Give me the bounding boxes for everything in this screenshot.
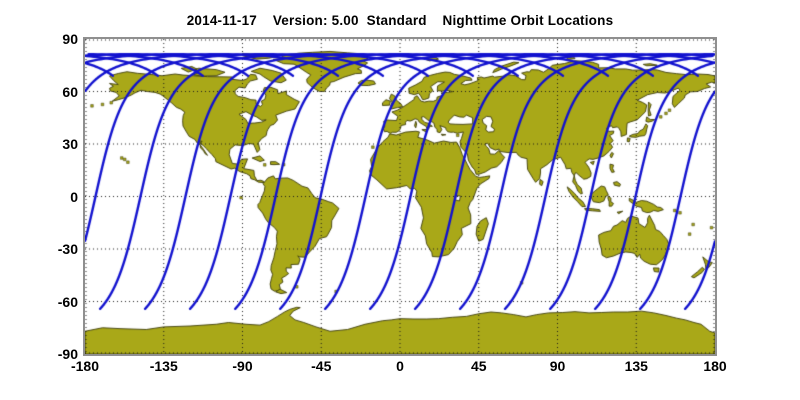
y-axis-tick-label: -60: [57, 293, 78, 310]
x-axis-tick-label: -180: [70, 358, 100, 374]
chart-title: 2014-11-17 Version: 5.00 Standard Nightt…: [186, 13, 614, 28]
x-axis-tick-label: 90: [549, 358, 566, 374]
x-axis-tick-label: -45: [311, 358, 332, 374]
x-axis-tick-label: 180: [703, 358, 727, 374]
y-axis-tick-label: 30: [62, 136, 78, 152]
y-axis-tick-label: 0: [70, 188, 78, 205]
x-axis-tick-label: -135: [149, 358, 178, 374]
plot-frame: [83, 37, 717, 356]
x-axis-tick-label: -90: [232, 358, 253, 374]
map-canvas: [85, 39, 715, 354]
y-axis-tick-label: -90: [57, 346, 78, 362]
y-axis-tick-label: 60: [62, 83, 78, 100]
y-axis-tick-label: -30: [57, 241, 78, 257]
x-axis-tick-label: 135: [624, 358, 648, 374]
y-axis-tick-label: 90: [62, 31, 78, 47]
x-axis-tick-label: 0: [396, 358, 404, 374]
x-axis-tick-label: 45: [470, 358, 487, 374]
